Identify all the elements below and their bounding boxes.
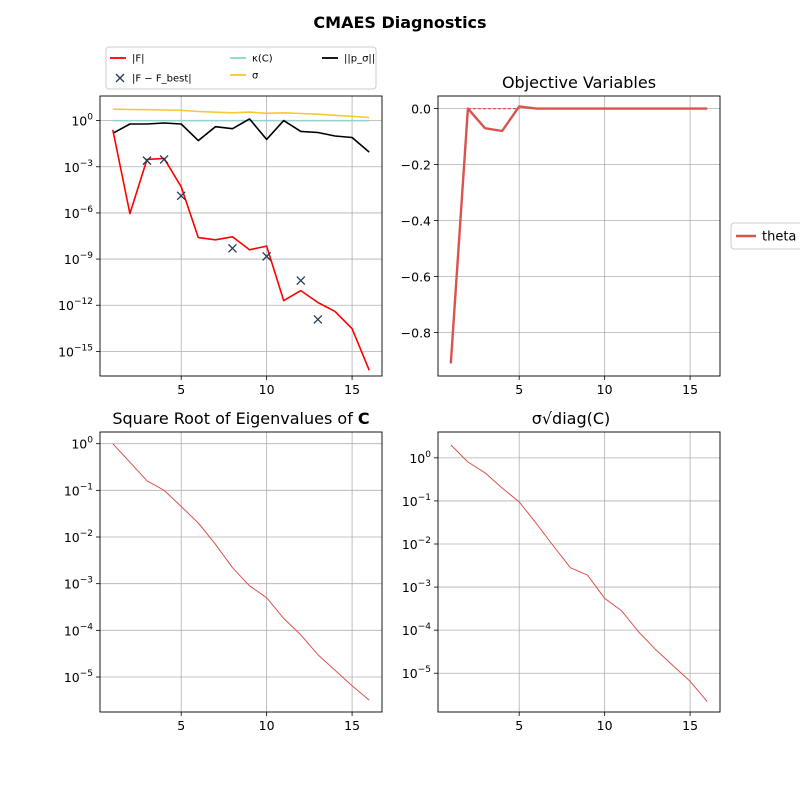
panel-title: Square Root of Eigenvalues of C: [112, 409, 369, 428]
y-tick-label: 10−4: [64, 622, 93, 638]
y-tick-label: 10−2: [64, 529, 93, 545]
x-tick-label: 10: [259, 382, 275, 397]
plot-area: [450, 444, 708, 702]
x-tick-label: 5: [177, 718, 185, 733]
y-tick-label: 10−1: [402, 493, 431, 509]
legend-frame: [105, 46, 377, 90]
x-tick-label: 15: [344, 382, 360, 397]
y-tick-label: −0.4: [401, 214, 431, 229]
y-tick-label: 10−5: [64, 669, 93, 685]
figure-title: CMAES Diagnostics: [313, 13, 486, 32]
legend-label-sigma: σ: [252, 71, 259, 82]
y-tick-label: 10−6: [64, 205, 93, 221]
y-tick-label: 10−3: [64, 159, 93, 175]
legend-label-Fbest: |F − F_best|: [132, 74, 192, 85]
y-tick-label: 10−3: [64, 576, 93, 592]
x-tick-label: 15: [344, 718, 360, 733]
x-tick-label: 10: [259, 718, 275, 733]
data-point-Fbest: [227, 243, 237, 253]
y-tick-label: 100: [71, 113, 93, 129]
y-tick-label: 10−5: [402, 665, 431, 681]
plot-area: [449, 105, 708, 364]
x-tick-label: 10: [597, 718, 613, 733]
y-tick-label: 10−2: [402, 536, 431, 552]
legend-right: theta: [730, 222, 800, 250]
data-point-Fbest: [262, 251, 272, 261]
legend-label-ps: ||p_σ||: [344, 54, 375, 65]
series-line-sigma: [112, 108, 370, 119]
legend-label-theta: theta: [762, 230, 796, 245]
x-tick-label: 5: [515, 382, 523, 397]
series-line-F: [112, 129, 370, 371]
plot-frame: [99, 431, 383, 713]
plot-area: [112, 108, 370, 371]
x-tick-label: 5: [177, 382, 185, 397]
series-line-theta: [112, 443, 370, 701]
y-tick-label: 100: [71, 436, 93, 452]
series-line-theta: [449, 105, 708, 364]
series-line-ps: [112, 118, 370, 153]
data-point-Fbest: [176, 191, 186, 201]
legend-label-F: |F|: [132, 54, 145, 65]
plot-area: [112, 443, 370, 701]
legend-top: |F| |F − F_best| κ(C) σ ||p_σ||: [105, 46, 377, 90]
x-tick-label: 5: [515, 718, 523, 733]
y-tick-label: 10−9: [64, 251, 93, 267]
legend-marker-Fbest: [115, 73, 125, 83]
panel-title: Objective Variables: [502, 73, 656, 92]
y-tick-label: 0.0: [411, 102, 431, 117]
y-tick-label: 100: [409, 450, 431, 466]
x-tick-label: 15: [682, 382, 698, 397]
panel-sigma-sqrt-diag: 5 10 15 100 10−1 10−2 10−3 10−4 10−5 σ√diag(C): [402, 409, 721, 733]
panel-diagnostics: 5 10 15 100 10−3 10−6 10−9 10−12 10−15: [58, 95, 383, 397]
y-tick-label: 10−4: [402, 622, 431, 638]
legend-frame: [730, 222, 800, 250]
y-tick-label: 10−1: [64, 482, 93, 498]
y-tick-label: −0.8: [401, 326, 431, 341]
y-tick-label: 10−15: [58, 343, 93, 359]
plot-frame: [437, 95, 721, 377]
data-point-Fbest: [313, 314, 323, 324]
panel-sqrt-eigenvalues: 5 10 15 100 10−1 10−2 10−3 10−4 10−5 Square Root …: [64, 409, 383, 733]
plot-frame: [99, 95, 383, 377]
x-tick-label: 15: [682, 718, 698, 733]
y-tick-label: −0.6: [401, 270, 431, 285]
y-tick-label: 10−12: [58, 297, 93, 313]
legend-label-kappa: κ(C): [252, 54, 273, 65]
panel-title: σ√diag(C): [532, 409, 611, 428]
data-point-Fbest: [142, 156, 152, 166]
y-tick-label: −0.2: [401, 158, 431, 173]
x-tick-label: 10: [597, 382, 613, 397]
data-point-Fbest: [296, 276, 306, 286]
plot-frame: [437, 431, 721, 713]
y-tick-label: 10−3: [402, 579, 431, 595]
data-point-Fbest: [159, 154, 169, 164]
series-line-theta: [450, 444, 708, 702]
panel-objective-variables: 5 10 15 0.0 −0.2 −0.4 −0.6 −0.8 Objective Variab…: [401, 73, 721, 397]
